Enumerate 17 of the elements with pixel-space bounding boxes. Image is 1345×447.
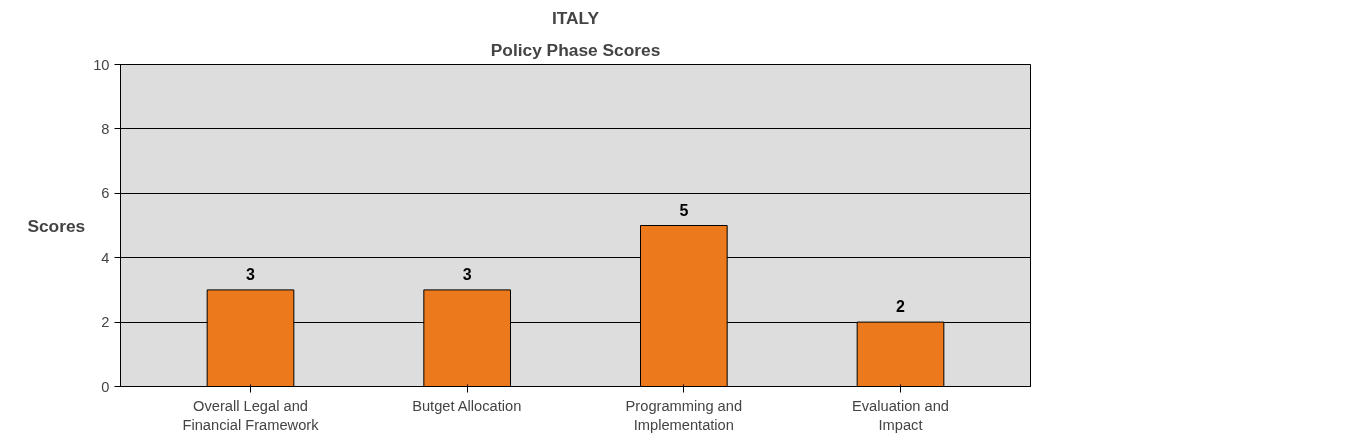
y-tick-label: 8 xyxy=(101,120,110,137)
data-label: 5 xyxy=(679,201,689,219)
y-tick-label: 6 xyxy=(101,185,110,202)
y-axis-title: Scores xyxy=(27,215,86,236)
chart-subtitle: Policy Phase Scores xyxy=(490,39,661,60)
x-tick-label: Programming and Implementation xyxy=(625,397,743,433)
x-tick-label: Evaluation and Impact xyxy=(852,397,949,433)
y-tick-label: 4 xyxy=(101,249,110,266)
data-label: 3 xyxy=(246,266,256,284)
y-tick-label: 0 xyxy=(101,378,110,395)
chart-title: ITALY xyxy=(551,7,600,28)
y-tick-label: 2 xyxy=(101,314,110,331)
x-tick-label: Butget Allocation xyxy=(412,397,522,414)
data-label: 3 xyxy=(462,266,472,284)
y-tick-label: 10 xyxy=(93,56,110,73)
data-label: 2 xyxy=(896,298,906,316)
x-tick-label: Overall Legal and Financial Framework xyxy=(182,397,320,433)
